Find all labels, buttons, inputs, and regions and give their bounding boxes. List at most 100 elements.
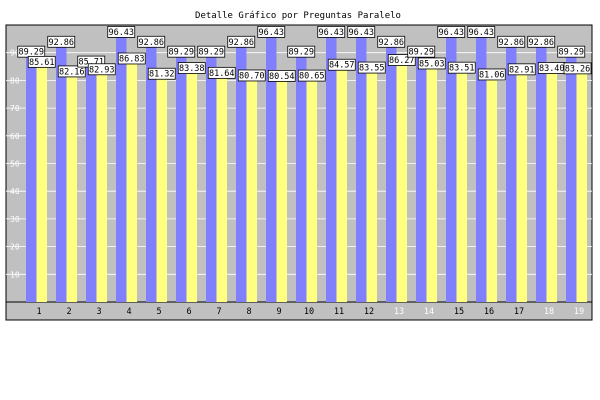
x-tick-label: 16 — [484, 307, 494, 317]
y-tick-label: 10 — [10, 270, 20, 279]
bar — [416, 54, 427, 302]
bar — [396, 63, 407, 302]
data-label: 96.43 — [348, 28, 374, 38]
bar — [156, 76, 167, 303]
x-tick-label: 7 — [216, 307, 221, 317]
data-label: 92.86 — [378, 38, 404, 48]
data-label: 92.86 — [138, 38, 164, 48]
data-label-box — [237, 69, 266, 82]
data-label: 81.64 — [209, 69, 235, 79]
data-label-box — [497, 35, 526, 48]
bar — [366, 70, 377, 302]
data-label: 89.29 — [288, 48, 314, 58]
bar — [536, 44, 547, 302]
data-label-box — [467, 25, 496, 38]
x-tick-label: 9 — [276, 307, 281, 317]
bar — [216, 75, 227, 302]
data-labels: 89.2985.6192.8682.1685.7182.9396.4386.83… — [17, 25, 592, 82]
data-label: 82.91 — [509, 65, 535, 75]
y-tick-label: 30 — [10, 215, 20, 224]
data-label-box — [197, 45, 226, 58]
data-label-box — [87, 63, 116, 76]
data-label: 80.54 — [269, 72, 295, 82]
bar — [296, 54, 307, 302]
data-label: 80.70 — [239, 71, 265, 81]
bar — [26, 54, 37, 302]
bar — [66, 74, 77, 302]
x-tick-label: 18 — [544, 307, 554, 317]
data-label-box — [267, 70, 296, 82]
data-label: 89.29 — [18, 48, 44, 58]
data-label-box — [347, 25, 376, 38]
x-tick-label: 19 — [574, 307, 584, 317]
data-label-box — [287, 45, 316, 58]
data-label: 96.43 — [258, 28, 284, 38]
data-label-box — [207, 66, 236, 79]
data-label: 86.27 — [389, 56, 415, 66]
bar — [306, 78, 317, 302]
bar — [476, 34, 487, 302]
data-label: 83.40 — [539, 64, 565, 74]
data-label-box — [357, 61, 386, 74]
bar — [186, 71, 197, 302]
data-label-box — [437, 25, 466, 38]
y-tick-label: 70 — [10, 104, 20, 113]
data-label-box — [137, 35, 166, 48]
y-tick-label: 80 — [10, 76, 20, 85]
x-tick-label: 13 — [394, 307, 404, 317]
y-axis-ticks: 10 20 30 40 50 60 70 80 90 — [10, 49, 20, 280]
data-label: 85.61 — [29, 58, 55, 68]
bar — [516, 72, 527, 303]
data-label: 82.16 — [59, 67, 85, 77]
data-label: 92.86 — [528, 38, 554, 48]
bar — [96, 72, 107, 302]
bar — [546, 70, 557, 303]
x-tick-label: 17 — [514, 307, 524, 317]
data-label: 96.43 — [108, 28, 134, 38]
data-label-box — [507, 63, 536, 76]
bar — [486, 77, 497, 302]
data-label: 92.86 — [498, 38, 524, 48]
data-label-box — [117, 52, 146, 65]
data-label-box — [557, 45, 586, 58]
data-label: 85.71 — [78, 58, 104, 68]
bar — [576, 71, 587, 302]
y-tick-label: 50 — [10, 160, 20, 169]
data-label-box — [47, 35, 76, 48]
data-label: 89.29 — [198, 48, 224, 58]
data-label: 83.26 — [565, 64, 591, 74]
bar — [566, 54, 577, 302]
data-label-box — [477, 68, 506, 81]
data-label: 83.38 — [179, 64, 205, 74]
data-label: 84.57 — [329, 61, 355, 71]
data-label: 81.32 — [149, 70, 175, 80]
x-tick-label: 6 — [186, 307, 191, 317]
data-label: 92.86 — [48, 38, 74, 48]
data-label: 96.43 — [438, 28, 464, 38]
data-label-box — [417, 57, 446, 70]
bar — [86, 64, 97, 302]
data-label: 89.29 — [558, 48, 584, 58]
data-label: 85.03 — [419, 59, 445, 69]
data-label-box — [57, 65, 86, 78]
x-axis-ticks: 1 2 3 4 5 6 7 8 9 10 11 12 13 14 15 16 17 18 19 — [36, 307, 584, 317]
data-label-box — [167, 45, 196, 58]
bar — [326, 34, 337, 302]
data-label: 96.43 — [318, 28, 344, 38]
x-tick-label: 4 — [126, 307, 131, 317]
bar — [506, 44, 517, 302]
data-label: 81.06 — [479, 70, 505, 80]
data-label: 83.51 — [449, 64, 475, 74]
data-label: 89.29 — [168, 48, 194, 58]
data-label-box — [227, 35, 256, 48]
bar — [116, 34, 127, 302]
y-tick-label: 40 — [10, 187, 20, 196]
data-label: 82.93 — [89, 65, 115, 75]
bar — [426, 66, 437, 302]
bars — [26, 34, 587, 303]
data-label-box — [377, 35, 406, 48]
bar — [206, 54, 217, 302]
data-label-box — [407, 45, 436, 58]
x-tick-label: 8 — [246, 307, 251, 317]
